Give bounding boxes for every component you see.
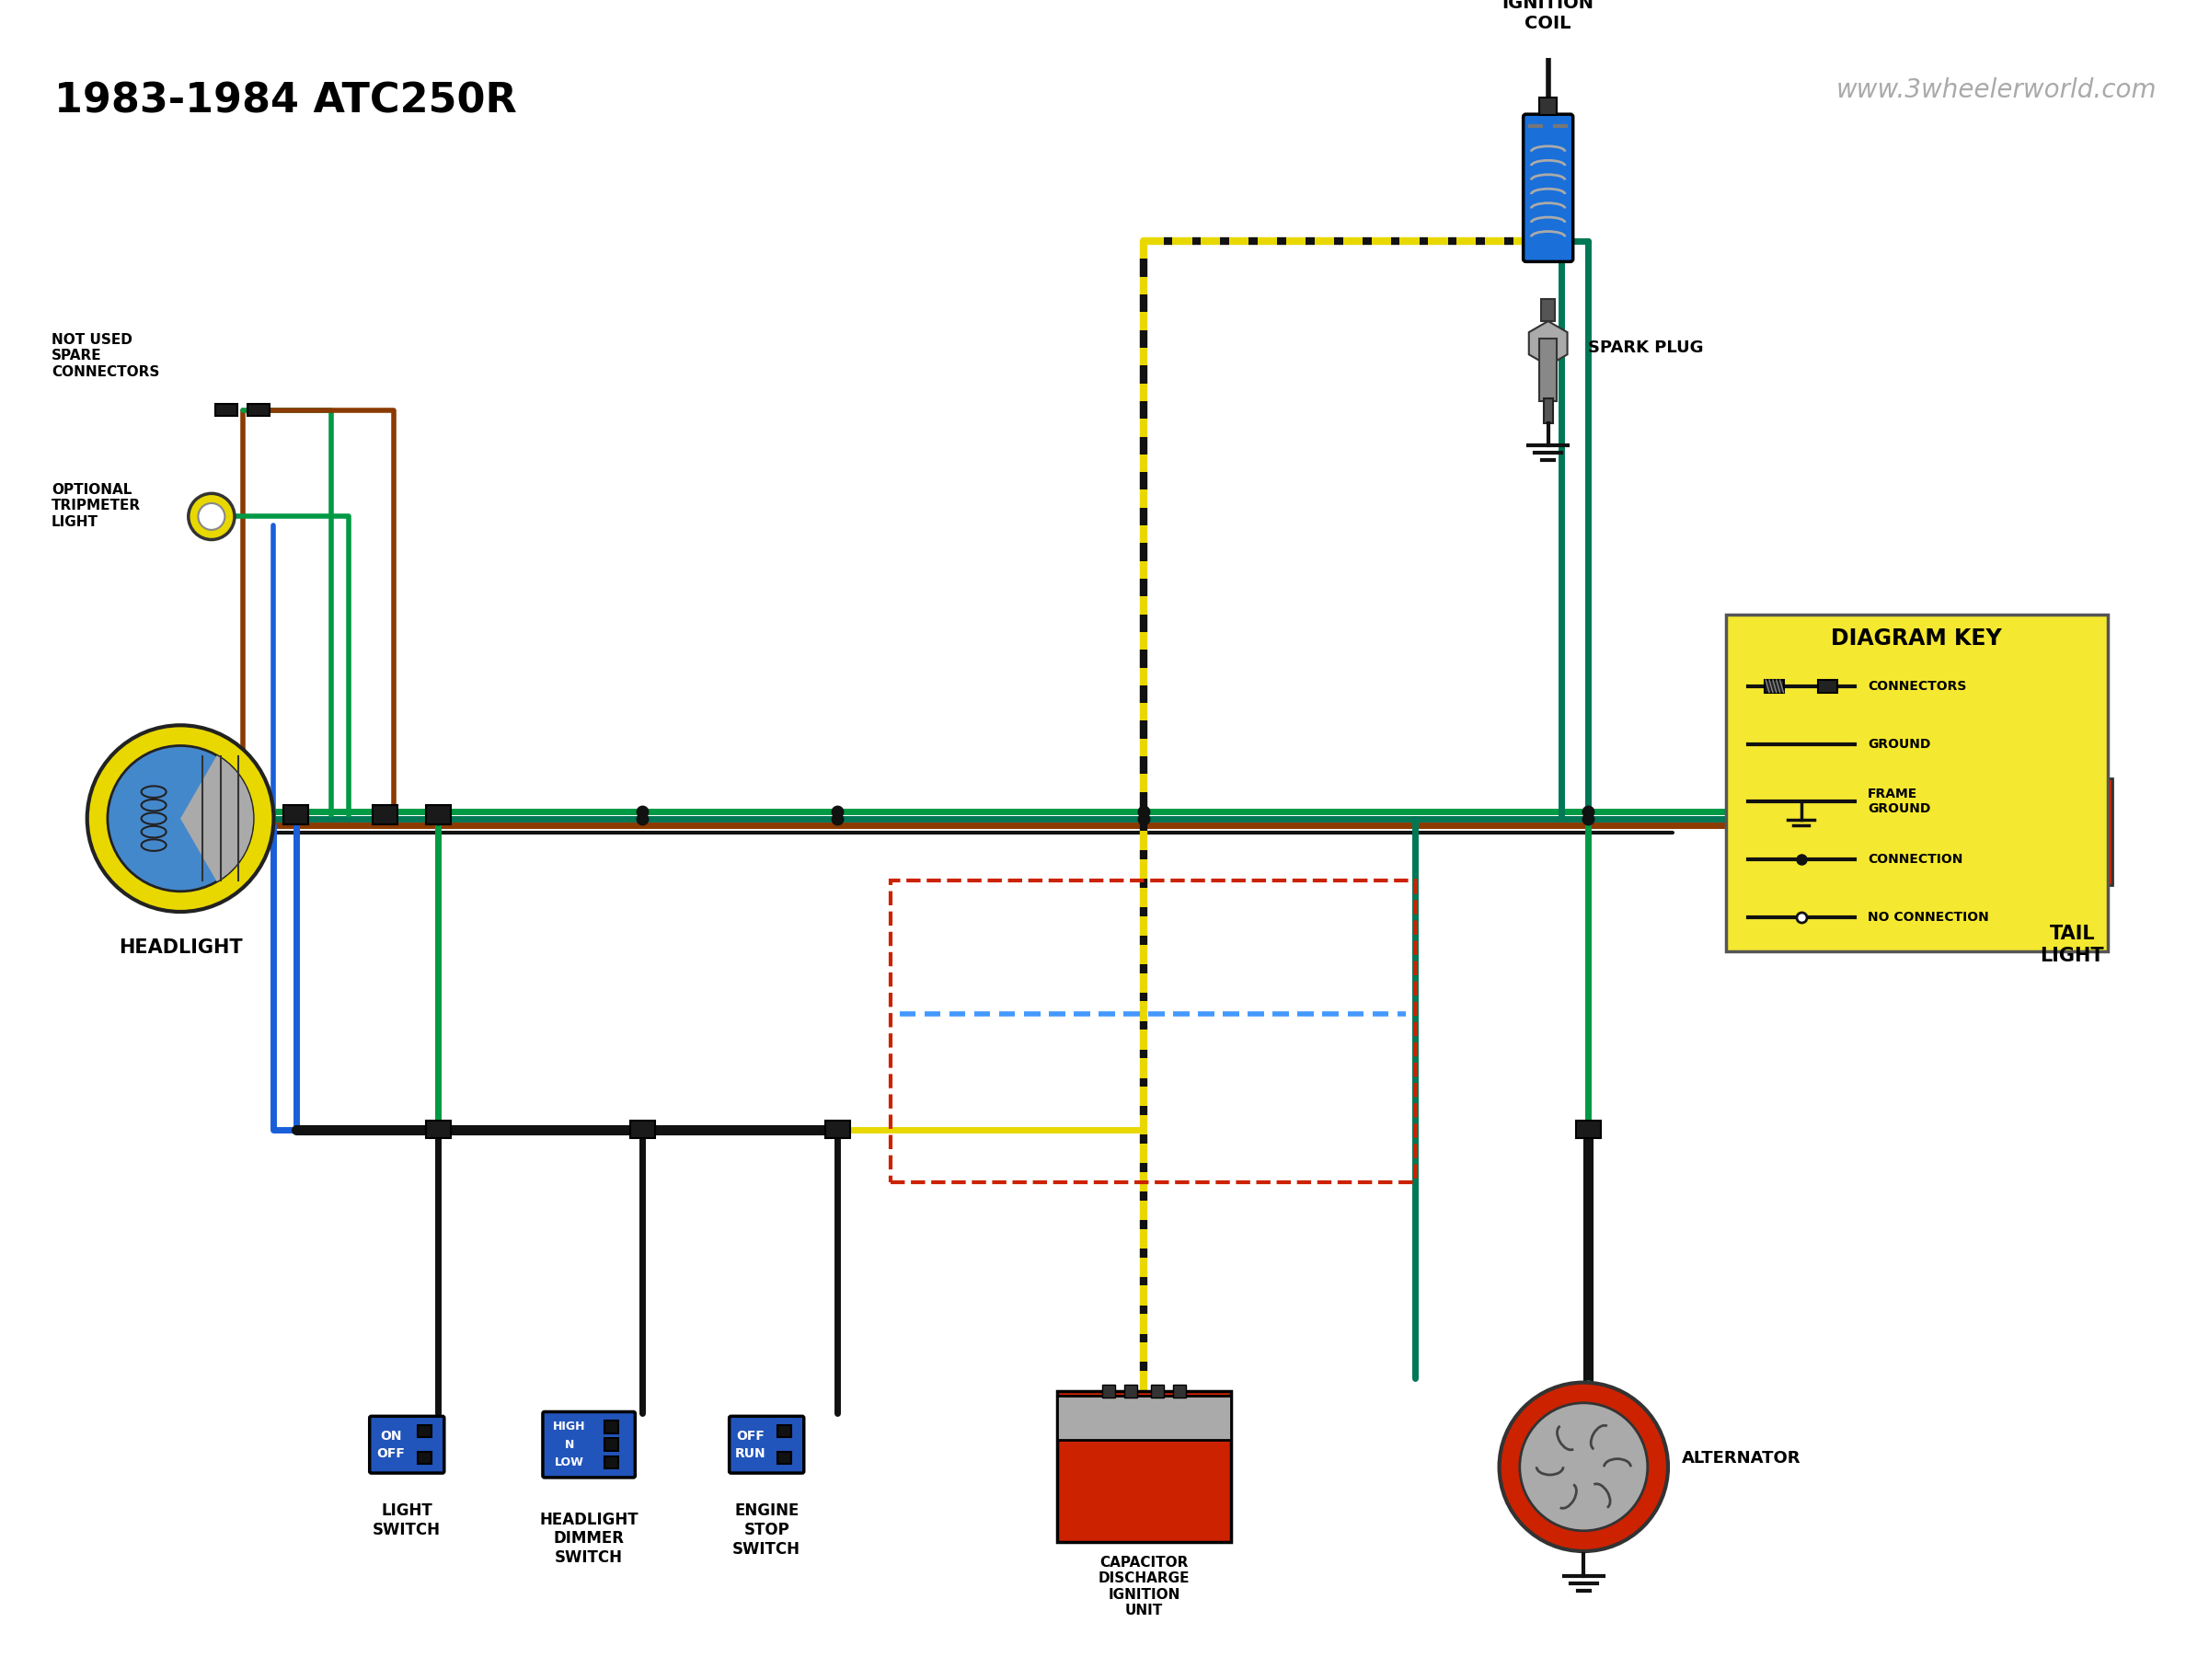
Text: NO CONNECTION: NO CONNECTION xyxy=(1869,911,1988,924)
Text: LOW: LOW xyxy=(554,1457,583,1468)
Text: www.3wheelerworld.com: www.3wheelerworld.com xyxy=(1836,77,2156,102)
Text: OFF: OFF xyxy=(378,1446,404,1460)
Bar xyxy=(778,1425,791,1438)
Text: 1983-1984 ATC250R: 1983-1984 ATC250R xyxy=(55,81,517,121)
Bar xyxy=(890,880,1416,1183)
Bar xyxy=(373,805,398,825)
Bar xyxy=(630,1121,654,1139)
Text: FRAME
GROUND: FRAME GROUND xyxy=(1869,788,1931,815)
Text: GROUND: GROUND xyxy=(1869,738,1931,751)
Bar xyxy=(1173,1384,1186,1398)
Bar xyxy=(426,805,451,825)
Text: HEADLIGHT: HEADLIGHT xyxy=(119,939,243,958)
Text: HIGH: HIGH xyxy=(552,1421,585,1433)
Bar xyxy=(1765,680,1785,692)
Text: CAPACITOR
DISCHARGE
IGNITION
UNIT: CAPACITOR DISCHARGE IGNITION UNIT xyxy=(1098,1556,1191,1618)
Text: RUN: RUN xyxy=(736,1446,767,1460)
Bar xyxy=(1058,1391,1230,1542)
Bar xyxy=(1540,97,1557,116)
Bar xyxy=(1058,1396,1230,1440)
Bar xyxy=(1725,615,2107,953)
Bar xyxy=(418,1452,431,1465)
Bar xyxy=(216,403,239,417)
Circle shape xyxy=(199,504,225,529)
Circle shape xyxy=(188,494,234,539)
Bar xyxy=(1540,339,1557,402)
Bar xyxy=(603,1421,619,1433)
Wedge shape xyxy=(181,756,254,882)
Circle shape xyxy=(86,726,274,912)
Text: ALTERNATOR: ALTERNATOR xyxy=(1681,1450,1800,1467)
Bar xyxy=(778,1452,791,1465)
Text: IGNITION
COIL: IGNITION COIL xyxy=(1502,0,1595,32)
Circle shape xyxy=(2030,808,2052,830)
Text: NOT USED
SPARE
CONNECTORS: NOT USED SPARE CONNECTORS xyxy=(51,333,159,380)
Circle shape xyxy=(1520,1403,1648,1530)
Bar xyxy=(1957,823,1984,838)
Text: CONNECTORS: CONNECTORS xyxy=(1869,680,1966,692)
Bar xyxy=(603,1438,619,1452)
Text: ON: ON xyxy=(380,1430,402,1441)
Text: N: N xyxy=(566,1438,574,1450)
Bar xyxy=(1957,803,1981,820)
FancyBboxPatch shape xyxy=(1524,114,1573,262)
Text: OFF: OFF xyxy=(736,1430,764,1441)
Text: CONNECTION: CONNECTION xyxy=(1869,853,1964,865)
Bar xyxy=(1957,815,1981,830)
Bar xyxy=(247,403,269,417)
Bar xyxy=(283,805,309,825)
Circle shape xyxy=(1500,1383,1668,1551)
Text: LIGHT
SWITCH: LIGHT SWITCH xyxy=(373,1502,442,1539)
Bar xyxy=(2054,778,2112,885)
Text: HEADLIGHT
DIMMER
SWITCH: HEADLIGHT DIMMER SWITCH xyxy=(539,1512,638,1566)
Text: DIAGRAM KEY: DIAGRAM KEY xyxy=(1831,628,2001,650)
Text: TAIL
LIGHT: TAIL LIGHT xyxy=(2041,926,2105,964)
Bar xyxy=(418,1425,431,1438)
Bar xyxy=(1102,1384,1116,1398)
FancyBboxPatch shape xyxy=(369,1416,444,1473)
Bar xyxy=(1575,1121,1602,1139)
Bar xyxy=(1124,1384,1138,1398)
Bar xyxy=(826,1121,850,1139)
Bar xyxy=(1957,813,1984,828)
Bar xyxy=(426,1121,451,1139)
Bar xyxy=(1542,299,1555,321)
Text: SPARK PLUG: SPARK PLUG xyxy=(1588,339,1703,356)
Bar xyxy=(1151,1384,1164,1398)
Bar xyxy=(1544,398,1553,423)
Bar xyxy=(1984,774,2068,890)
Bar xyxy=(1818,680,1838,692)
Circle shape xyxy=(2015,791,2068,845)
Circle shape xyxy=(108,746,254,892)
FancyBboxPatch shape xyxy=(543,1411,636,1477)
Text: OPTIONAL
TRIPMETER
LIGHT: OPTIONAL TRIPMETER LIGHT xyxy=(51,482,141,529)
Text: ENGINE
STOP
SWITCH: ENGINE STOP SWITCH xyxy=(733,1502,800,1557)
FancyBboxPatch shape xyxy=(729,1416,804,1473)
Bar xyxy=(1957,803,1984,820)
Bar xyxy=(603,1457,619,1468)
